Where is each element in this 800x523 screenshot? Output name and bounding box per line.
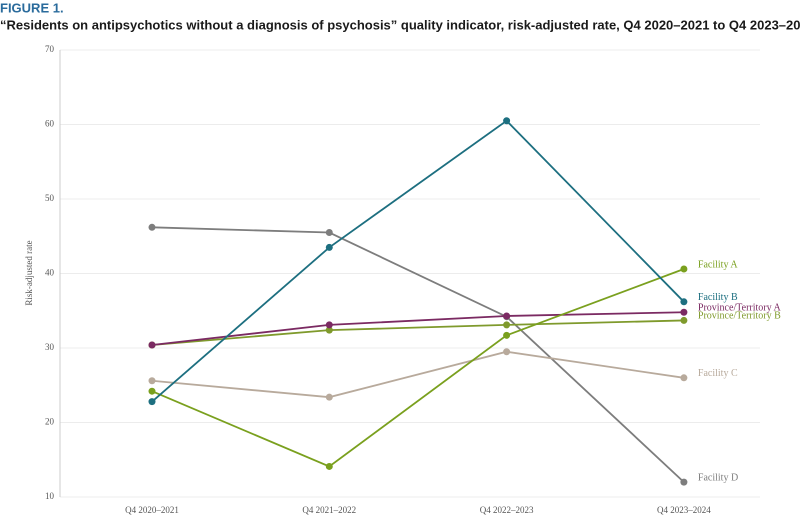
point [503,348,511,356]
series-label: Facility C [698,368,738,379]
series-line [151,319,684,346]
point [680,374,688,382]
point [325,229,333,237]
x-tick-label: Q4 2020–2021 [125,505,179,515]
series-label: Facility D [698,472,738,483]
y-tick-label: 70 [45,44,55,54]
series-line [151,268,685,468]
series-label: Province/Territory B [698,311,781,322]
x-tick-label: Q4 2022–2023 [480,505,534,515]
point [325,462,333,470]
point [148,223,156,231]
point [680,298,688,306]
point [148,341,156,349]
y-tick-label: 40 [45,268,55,278]
series-line [151,226,685,483]
series-line [151,350,685,399]
point [325,393,333,401]
point [325,326,333,334]
series-line [151,311,684,346]
y-tick-label: 10 [45,491,55,501]
y-tick-label: 60 [45,119,55,129]
y-tick-label: 20 [45,417,55,427]
series-label: Facility B [698,292,738,303]
point [503,321,511,329]
point [680,308,688,316]
series-label: Facility A [698,259,739,270]
point [325,321,333,329]
y-tick-label: 50 [45,193,55,203]
point [503,312,511,320]
point [503,117,511,125]
y-tick-label: 30 [45,342,55,352]
figure-label: FIGURE 1. [0,0,64,15]
x-tick-label: Q4 2021–2022 [302,505,356,515]
point [148,377,156,385]
point [148,387,156,395]
point [680,265,688,273]
point [680,478,688,486]
x-tick-label: Q4 2023–2024 [657,505,711,515]
point [503,331,511,339]
chart-title: “Residents on antipsychotics without a d… [0,17,800,32]
point [680,316,688,324]
series-label: Province/Territory A [698,303,782,314]
y-axis-label: Risk-adjusted rate [24,240,34,305]
point [325,243,333,251]
series-line [151,119,685,403]
point [148,398,156,406]
